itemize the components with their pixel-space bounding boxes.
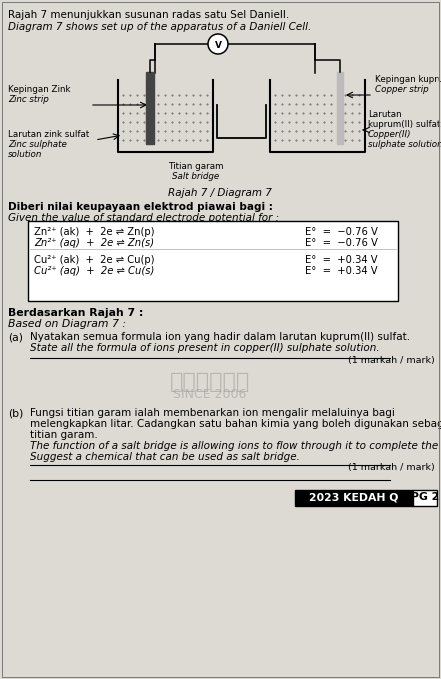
Text: Given the value of standard electrode potential for :: Given the value of standard electrode po… xyxy=(8,213,279,223)
Text: Cu²⁺ (ak)  +  2e ⇌ Cu(p): Cu²⁺ (ak) + 2e ⇌ Cu(p) xyxy=(34,255,154,265)
Text: Zn²⁺ (aq)  +  2e ⇌ Zn(s): Zn²⁺ (aq) + 2e ⇌ Zn(s) xyxy=(34,238,154,248)
Text: E°  =  +0.34 V: E° = +0.34 V xyxy=(305,255,377,265)
Text: melengkapkan litar. Cadangkan satu bahan kimia yang boleh digunakan sebagai: melengkapkan litar. Cadangkan satu bahan… xyxy=(30,419,441,429)
Text: Fungsi titian garam ialah membenarkan ion mengalir melaluinya bagi: Fungsi titian garam ialah membenarkan io… xyxy=(30,408,395,418)
Text: Diberi nilai keupayaan elektrod piawai bagi :: Diberi nilai keupayaan elektrod piawai b… xyxy=(8,202,273,212)
Text: Titian garam: Titian garam xyxy=(168,162,224,171)
Text: Zn²⁺ (ak)  +  2e ⇌ Zn(p): Zn²⁺ (ak) + 2e ⇌ Zn(p) xyxy=(34,227,154,237)
Text: Suggest a chemical that can be used as salt bridge.: Suggest a chemical that can be used as s… xyxy=(30,452,300,462)
Text: (a): (a) xyxy=(8,332,23,342)
Text: titian garam.: titian garam. xyxy=(30,430,98,440)
Text: Based on Diagram 7 :: Based on Diagram 7 : xyxy=(8,319,126,329)
Text: 2023 KEDAH Q: 2023 KEDAH Q xyxy=(309,492,399,502)
Text: solution: solution xyxy=(8,150,42,159)
Circle shape xyxy=(208,34,228,54)
Text: SINCE 2006: SINCE 2006 xyxy=(173,388,247,401)
Text: E°  =  +0.34 V: E° = +0.34 V xyxy=(305,266,377,276)
Text: E°  =  −0.76 V: E° = −0.76 V xyxy=(305,238,378,248)
Bar xyxy=(28,221,398,301)
Text: (b): (b) xyxy=(8,408,23,418)
Bar xyxy=(295,490,413,506)
Text: Salt bridge: Salt bridge xyxy=(172,172,220,181)
Text: Berdasarkan Rajah 7 :: Berdasarkan Rajah 7 : xyxy=(8,308,143,318)
Text: The function of a salt bridge is allowing ions to flow through it to complete th: The function of a salt bridge is allowin… xyxy=(30,441,441,451)
Text: Rajah 7 / Diagram 7: Rajah 7 / Diagram 7 xyxy=(168,188,272,198)
Text: Cu²⁺ (aq)  +  2e ⇌ Cu(s): Cu²⁺ (aq) + 2e ⇌ Cu(s) xyxy=(34,266,154,276)
Text: Zinc strip: Zinc strip xyxy=(8,95,49,104)
Text: PG 2: PG 2 xyxy=(411,492,439,502)
Bar xyxy=(337,72,343,144)
Text: (1 markah / mark): (1 markah / mark) xyxy=(348,463,435,472)
Text: (1 markah / mark): (1 markah / mark) xyxy=(348,356,435,365)
Text: State all the formula of ions present in copper(II) sulphate solution.: State all the formula of ions present in… xyxy=(30,343,380,353)
Text: Diagram 7 shows set up of the apparatus of a Daniell Cell.: Diagram 7 shows set up of the apparatus … xyxy=(8,22,311,32)
Text: Kepingan Zink: Kepingan Zink xyxy=(8,85,71,94)
Text: Kepingan kuprum: Kepingan kuprum xyxy=(375,75,441,84)
Text: Nyatakan semua formula ion yang hadir dalam larutan kuprum(II) sulfat.: Nyatakan semua formula ion yang hadir da… xyxy=(30,332,410,342)
Text: V: V xyxy=(214,41,221,50)
Text: Zinc sulphate: Zinc sulphate xyxy=(8,140,67,149)
Bar xyxy=(146,72,154,144)
Text: 晶品田补习班: 晶品田补习班 xyxy=(170,372,250,392)
Text: Copper strip: Copper strip xyxy=(375,85,429,94)
Text: kuprum(II) sulfat: kuprum(II) sulfat xyxy=(368,120,441,129)
Text: Rajah 7 menunjukkan susunan radas satu Sel Daniell.: Rajah 7 menunjukkan susunan radas satu S… xyxy=(8,10,289,20)
Text: Larutan zink sulfat: Larutan zink sulfat xyxy=(8,130,89,139)
Text: Copper(II): Copper(II) xyxy=(368,130,411,139)
Text: Larutan: Larutan xyxy=(368,110,402,119)
Bar xyxy=(413,490,437,506)
Text: sulphate solution: sulphate solution xyxy=(368,140,441,149)
Text: E°  =  −0.76 V: E° = −0.76 V xyxy=(305,227,378,237)
